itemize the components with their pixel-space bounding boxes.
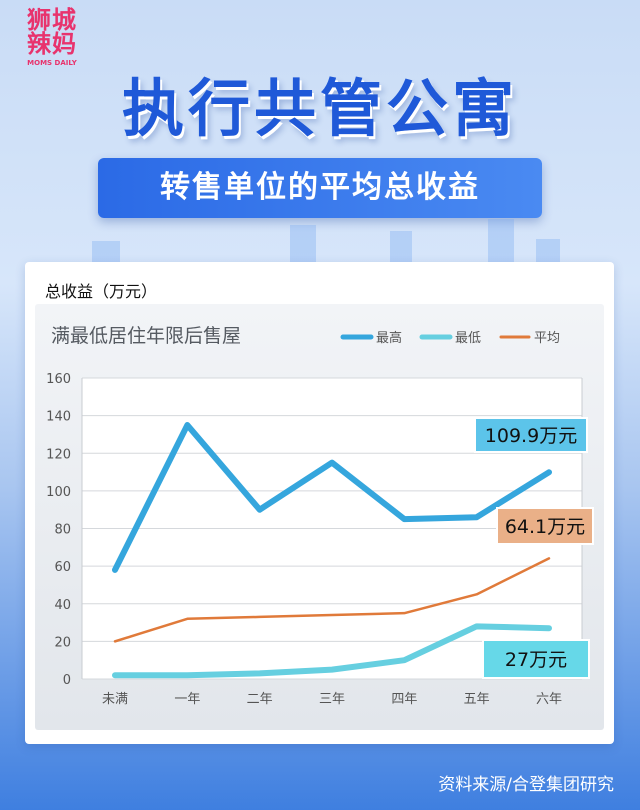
series-lines [112,422,552,679]
y-tick-label: 0 [63,673,71,688]
y-tick-label: 160 [46,372,71,387]
callout-box [474,417,588,453]
y-tick-label: 140 [46,410,71,425]
x-tick-label: 未满 [102,692,128,707]
x-tick-label: 四年 [391,692,417,707]
series-line-highest [112,422,552,573]
chart-card-heading: 总收益（万元） [45,282,158,301]
y-tick-label: 120 [46,447,71,462]
legend-label: 最低 [455,331,481,346]
logo-subtext: MOMS DAILY [27,59,77,67]
source-note: 资料来源/合登集团研究 [438,775,614,795]
chart-legend: 最高 最低 平均 [340,330,560,346]
x-tick-label: 一年 [174,692,200,707]
logo-text-line1: 狮城 [27,6,77,34]
callout-label: 109.9万元 [485,425,577,447]
callout-box [496,507,594,545]
legend-label: 最高 [376,330,402,346]
x-axis-ticks: 未满 一年 二年 三年 四年 五年 六年 [102,692,562,707]
y-tick-label: 100 [46,485,71,500]
logo-text-line2: 辣妈 [27,30,77,58]
y-tick-label: 20 [54,635,71,650]
legend-label: 平均 [534,331,560,346]
callout-label: 27万元 [505,649,567,671]
callout-box [482,639,590,679]
brand-logo: 狮城 辣妈 MOMS DAILY [12,8,92,67]
x-tick-label: 六年 [536,692,562,707]
value-callouts: 109.9万元 64.1万元 27万元 [474,417,594,679]
x-tick-label: 五年 [464,692,490,707]
y-axis-ticks: 0 20 40 60 80 100 120 140 160 [46,372,71,688]
series-line-average [113,557,551,643]
y-tick-label: 40 [54,598,71,613]
callout-label: 64.1万元 [505,516,585,538]
page-subtitle: 转售单位的平均总收益 [98,158,542,218]
y-tick-label: 60 [54,560,71,575]
series-line-lowest [112,623,552,679]
chart-title: 满最低居住年限后售屋 [51,325,241,347]
line-chart: 满最低居住年限后售屋 0 20 40 60 80 100 120 140 160 未满 一年 二年 三… [35,304,604,730]
page-title: 执行共管公寓 [121,72,518,145]
grid-lines [81,377,583,680]
y-tick-label: 80 [54,523,71,538]
x-tick-label: 二年 [247,692,273,707]
x-tick-label: 三年 [319,692,345,707]
chart-card: 总收益（万元） 满最低居住年限后售屋 0 20 40 60 80 100 120 140 160… [25,262,614,744]
